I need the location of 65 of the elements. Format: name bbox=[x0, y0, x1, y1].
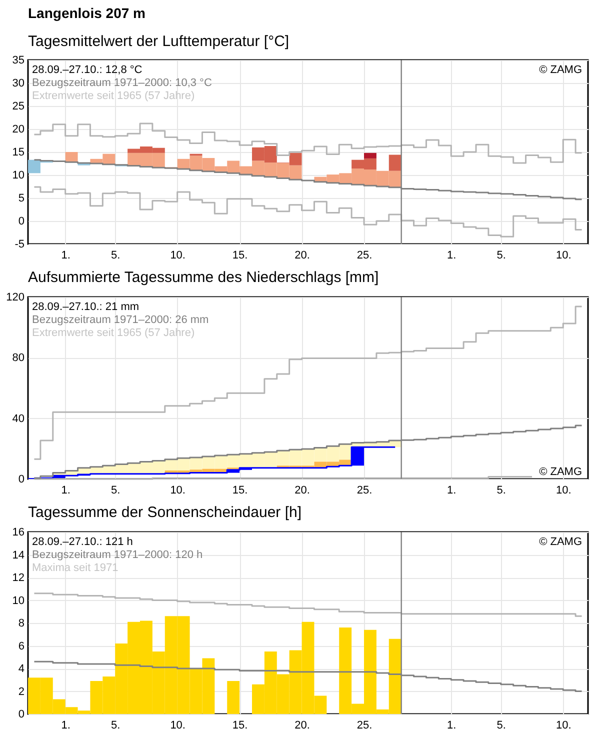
x-tick-label: 25. bbox=[356, 250, 372, 262]
x-tick-label: 10. bbox=[556, 250, 572, 262]
y-tick-label: 30 bbox=[12, 78, 24, 90]
y-tick-label: 14 bbox=[12, 549, 24, 562]
y-tick-label: 20 bbox=[12, 124, 24, 136]
y-tick-label: 4 bbox=[18, 663, 24, 675]
y-tick-label: 0 bbox=[18, 474, 24, 486]
annotation: Bezugszeitraum 1971–2000: 10,3 °C bbox=[32, 77, 212, 89]
annotation: © ZAMG bbox=[539, 466, 582, 478]
x-tick-label: 5. bbox=[111, 484, 120, 496]
x-tick-label: 5. bbox=[111, 720, 120, 729]
x-tick-label: 5. bbox=[496, 484, 506, 496]
x-tick-label: 1. bbox=[447, 484, 456, 496]
y-tick-label: 35 bbox=[12, 54, 24, 66]
y-tick-label: 2 bbox=[18, 686, 24, 698]
chart-title: Tagessumme der Sonnenscheindauer [h] bbox=[28, 504, 302, 521]
annotation: © ZAMG bbox=[539, 64, 582, 76]
x-tick-label: 1. bbox=[447, 720, 456, 729]
y-tick-label: 12 bbox=[12, 572, 24, 584]
chart-title: Aufsummierte Tagessumme des Niederschlags [mm] bbox=[28, 269, 379, 286]
annotation: Bezugszeitraum 1971–2000: 120 h bbox=[32, 549, 203, 561]
x-tick-label: 5. bbox=[496, 720, 506, 729]
y-tick-label: 16 bbox=[12, 526, 24, 538]
x-tick-label: 20. bbox=[294, 250, 310, 262]
y-tick-label: 15 bbox=[12, 146, 24, 158]
annotation: Bezugszeitraum 1971–2000: 26 mm bbox=[32, 314, 209, 326]
annotation: © ZAMG bbox=[539, 536, 582, 548]
x-tick-label: 10. bbox=[170, 250, 186, 262]
x-tick-label: 25. bbox=[356, 720, 372, 729]
x-tick-label: 20. bbox=[294, 484, 310, 496]
y-tick-label: 10 bbox=[12, 170, 24, 182]
y-tick-label: 80 bbox=[12, 352, 24, 364]
x-tick-label: 25. bbox=[356, 484, 372, 496]
x-tick-label: 10. bbox=[556, 720, 572, 729]
x-tick-label: 1. bbox=[61, 720, 70, 729]
y-tick-label: 0 bbox=[18, 216, 24, 228]
x-tick-label: 1. bbox=[61, 250, 70, 262]
y-tick-label: 25 bbox=[12, 100, 24, 112]
x-tick-label: 10. bbox=[170, 484, 186, 496]
x-tick-label: 10. bbox=[170, 720, 186, 729]
chart-subtitle: Tagesmittelwert der Lufttemperatur [°C] bbox=[28, 33, 290, 50]
x-tick-label: 20. bbox=[294, 720, 310, 729]
x-tick-label: 1. bbox=[447, 250, 456, 262]
y-tick-label: -5 bbox=[14, 238, 24, 250]
annotation: Extremwerte seit 1965 (57 Jahre) bbox=[32, 327, 195, 339]
annotation: Maxima seit 1971 bbox=[32, 562, 118, 574]
annotation: 28.09.–27.10.: 121 h bbox=[32, 536, 133, 548]
x-tick-label: 10. bbox=[556, 484, 572, 496]
y-tick-label: 10 bbox=[12, 594, 24, 607]
y-tick-label: 40 bbox=[12, 412, 24, 425]
annotation: Extremwerte seit 1965 (57 Jahre) bbox=[32, 90, 195, 102]
annotation: 28.09.–27.10.: 12,8 °C bbox=[32, 64, 142, 76]
x-tick-label: 5. bbox=[111, 250, 120, 262]
chart-title: Langenlois 207 m bbox=[28, 5, 146, 21]
y-tick-label: 8 bbox=[18, 618, 24, 630]
y-tick-label: 0 bbox=[18, 708, 24, 720]
x-tick-label: 1. bbox=[61, 484, 70, 496]
x-tick-label: 5. bbox=[496, 250, 506, 262]
x-tick-label: 15. bbox=[232, 250, 248, 262]
x-tick-label: 15. bbox=[232, 484, 248, 496]
y-tick-label: 5 bbox=[18, 192, 24, 204]
annotation: 28.09.–27.10.: 21 mm bbox=[32, 301, 140, 313]
y-tick-label: 120 bbox=[6, 292, 24, 304]
y-tick-label: 6 bbox=[18, 640, 24, 652]
x-tick-label: 15. bbox=[232, 720, 248, 729]
